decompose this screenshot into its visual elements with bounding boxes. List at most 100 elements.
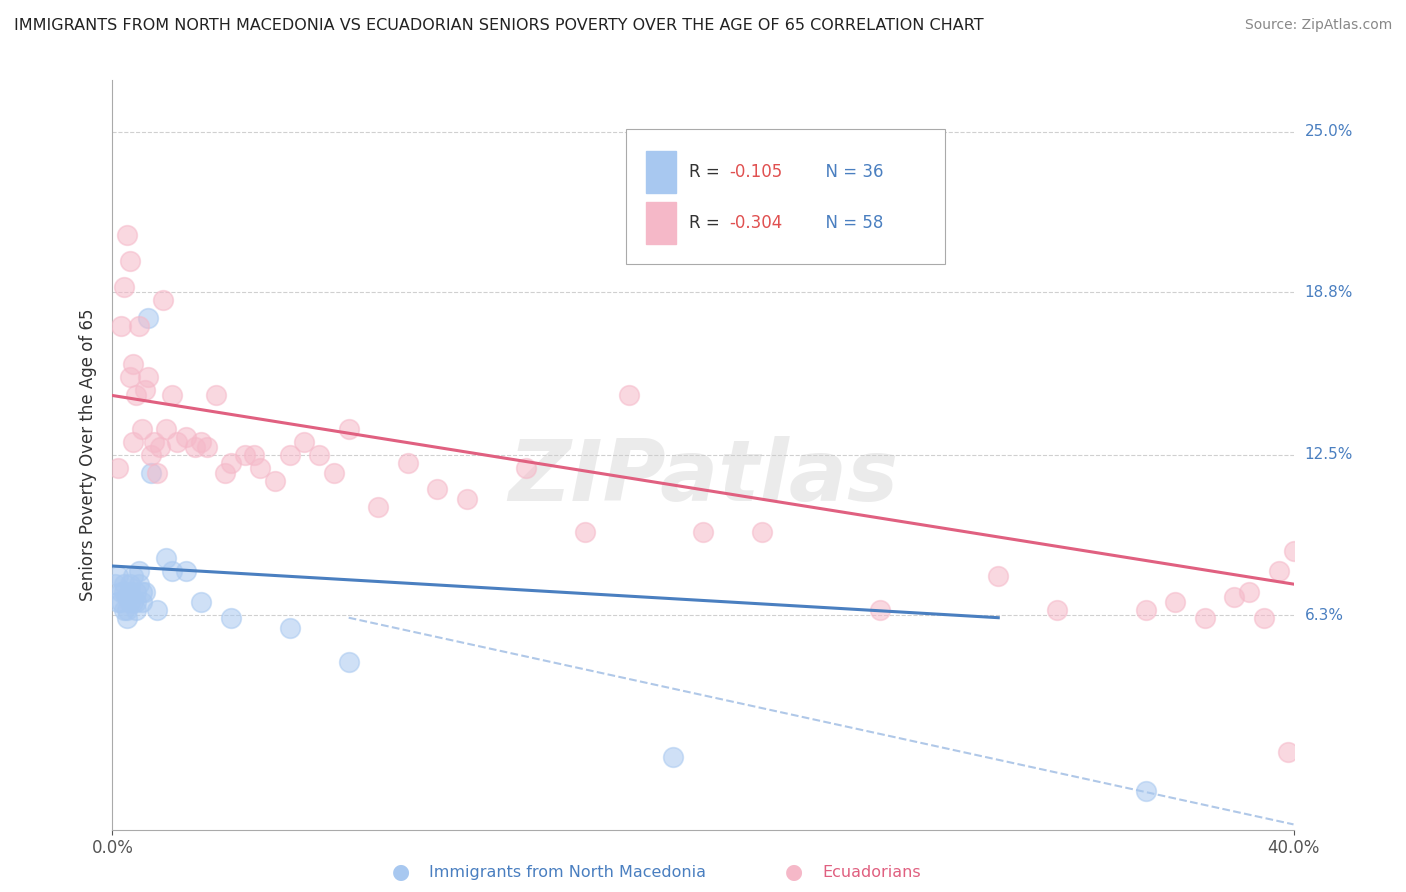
Point (426, 482, 449, 496)
Point (214, 466, 236, 480)
Point (174, 564, 197, 578)
Point (574, 525, 596, 540)
Point (134, 585, 156, 599)
Point (125, 595, 148, 609)
Text: ●: ● (392, 863, 409, 882)
Point (337, 655, 360, 669)
Text: -0.105: -0.105 (728, 162, 782, 181)
Point (112, 585, 135, 599)
Point (122, 595, 145, 609)
Point (396, 456, 419, 470)
Point (219, 456, 242, 470)
Point (155, 551, 177, 566)
Point (146, 603, 169, 617)
Point (205, 388, 228, 402)
Point (136, 310, 159, 325)
Point (233, 448, 256, 462)
Point (107, 595, 129, 609)
Point (110, 595, 132, 609)
Text: IMMIGRANTS FROM NORTH MACEDONIA VS ECUADORIAN SENIORS POVERTY OVER THE AGE OF 65: IMMIGRANTS FROM NORTH MACEDONIA VS ECUAD… (14, 18, 984, 33)
Point (337, 422, 360, 436)
Point (515, 460, 537, 475)
Point (128, 318, 150, 333)
Point (125, 388, 148, 402)
Point (120, 577, 142, 591)
Text: -0.304: -0.304 (728, 214, 782, 232)
Point (662, 750, 685, 764)
Point (456, 491, 478, 506)
Point (122, 435, 145, 450)
Point (128, 564, 150, 578)
Point (1268, 564, 1291, 578)
Point (128, 577, 150, 591)
Text: N = 36: N = 36 (815, 162, 884, 181)
Point (367, 500, 389, 514)
Point (195, 440, 218, 454)
Text: ZIPatlas: ZIPatlas (508, 436, 898, 519)
Text: Ecuadorians: Ecuadorians (823, 865, 921, 880)
Point (125, 585, 148, 599)
Point (117, 610, 138, 624)
Point (107, 460, 129, 475)
Point (1164, 595, 1187, 609)
Text: R =: R = (689, 162, 725, 181)
Point (122, 358, 145, 372)
Point (120, 370, 142, 384)
Point (190, 435, 212, 450)
Point (131, 595, 153, 609)
Point (139, 466, 162, 480)
Point (120, 254, 142, 268)
Point (1239, 585, 1261, 599)
FancyBboxPatch shape (647, 202, 676, 244)
Point (134, 384, 156, 398)
Point (264, 474, 287, 488)
Text: 18.8%: 18.8% (1305, 285, 1353, 300)
FancyBboxPatch shape (647, 152, 676, 193)
Point (110, 585, 132, 599)
Point (149, 440, 172, 454)
Point (184, 440, 207, 454)
Point (1135, 784, 1157, 798)
Point (1253, 610, 1275, 624)
Point (1223, 590, 1246, 604)
Point (190, 595, 212, 609)
Point (219, 610, 242, 624)
Y-axis label: Seniors Poverty Over the Age of 65: Seniors Poverty Over the Age of 65 (79, 309, 97, 601)
Point (323, 466, 346, 480)
Point (278, 448, 301, 462)
Point (692, 525, 714, 540)
Point (751, 525, 773, 540)
Point (1282, 543, 1305, 558)
Point (1135, 603, 1157, 617)
Point (120, 585, 142, 599)
Point (117, 590, 138, 604)
Point (249, 460, 271, 475)
Point (122, 569, 145, 583)
Point (619, 388, 641, 402)
Point (112, 280, 135, 294)
Point (160, 388, 183, 402)
Point (1194, 610, 1216, 624)
Point (278, 621, 301, 635)
Point (117, 228, 138, 243)
Point (139, 448, 162, 462)
Point (110, 318, 132, 333)
Text: R =: R = (689, 214, 725, 232)
Point (152, 293, 174, 307)
Point (120, 595, 142, 609)
Point (117, 603, 138, 617)
Point (125, 603, 148, 617)
Point (155, 422, 177, 436)
FancyBboxPatch shape (626, 129, 945, 264)
Point (166, 435, 188, 450)
Text: 25.0%: 25.0% (1305, 125, 1353, 139)
Point (308, 448, 330, 462)
Text: ●: ● (786, 863, 803, 882)
Point (1046, 603, 1069, 617)
Text: N = 58: N = 58 (815, 214, 883, 232)
Point (174, 430, 197, 444)
Point (292, 435, 315, 450)
Text: Immigrants from North Macedonia: Immigrants from North Macedonia (429, 865, 706, 880)
Point (160, 564, 183, 578)
Point (142, 435, 165, 450)
